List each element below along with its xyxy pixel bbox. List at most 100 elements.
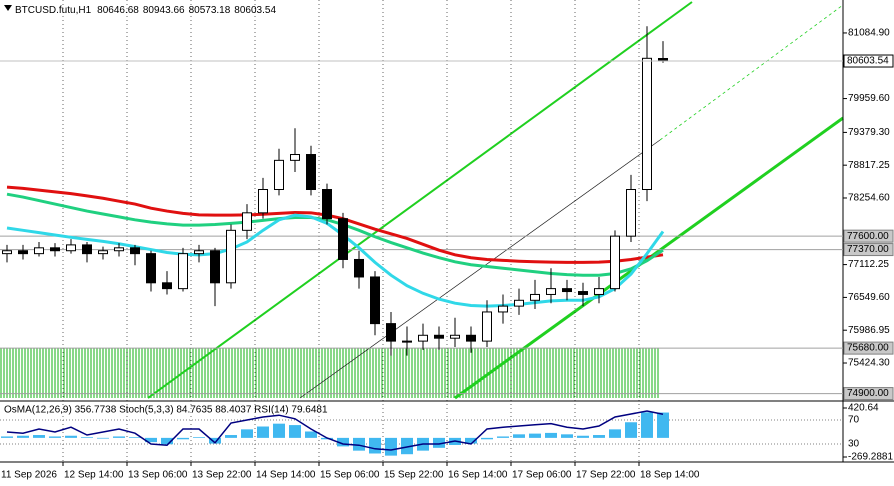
y-tick-label: 75986.95	[848, 325, 890, 336]
candle-body	[562, 288, 572, 293]
y-tick-label: 76549.60	[848, 292, 890, 303]
candle-body	[114, 247, 124, 252]
candle-body	[226, 229, 236, 284]
candle-body	[370, 276, 380, 325]
level-box	[843, 341, 894, 355]
y-tick-label: 79959.60	[848, 93, 890, 104]
candle-body	[82, 244, 92, 255]
candle-body	[530, 293, 540, 301]
menu-icon[interactable]	[4, 5, 12, 11]
channel-mid	[299, 139, 661, 399]
osma-bar	[561, 434, 573, 438]
y-tick-label: 75424.30	[848, 358, 890, 369]
channel-mid-ext	[659, 4, 844, 141]
moving-average	[6, 185, 664, 264]
x-tick-label: 13 Sep 22:00	[192, 470, 252, 481]
y-tick-label: 78817.25	[848, 160, 890, 171]
candle-body	[610, 235, 620, 290]
osma-bar	[545, 432, 557, 438]
candle-body	[322, 189, 332, 220]
osma-bar	[113, 436, 125, 438]
candle-body	[418, 334, 428, 342]
header-open: 80646.68	[97, 5, 139, 16]
header-close: 80603.54	[234, 5, 276, 16]
level-label: 74900.00	[847, 388, 889, 399]
level-label: 75680.00	[847, 343, 889, 354]
candle-body	[546, 288, 556, 295]
y-tick-label: 78254.60	[848, 193, 890, 204]
candle-body	[194, 250, 204, 255]
osma-bar	[129, 437, 141, 438]
x-tick-label: 18 Sep 14:00	[640, 470, 700, 481]
osma-bar	[369, 437, 381, 454]
price-box	[843, 54, 894, 68]
osma-bar	[241, 429, 253, 438]
osma-bar	[177, 437, 189, 440]
header-low: 80573.18	[189, 5, 231, 16]
osma-bar	[657, 412, 669, 438]
osma-bar	[593, 435, 605, 438]
candle-body	[450, 334, 460, 339]
candle-body	[434, 334, 444, 339]
rsi-line	[6, 410, 664, 451]
osma-bar	[33, 435, 45, 438]
osma-bar	[209, 437, 221, 444]
candle-body	[98, 250, 108, 255]
osma-bar	[433, 437, 445, 448]
current-price-label: 80603.54	[847, 56, 889, 67]
channel-upper	[147, 1, 693, 399]
x-tick-label: 17 Sep 22:00	[576, 470, 636, 481]
candle-body	[626, 189, 636, 237]
candle-body	[642, 57, 652, 191]
level-box	[843, 387, 894, 401]
osma-bar	[17, 435, 29, 438]
candle-body	[178, 253, 188, 290]
level-box	[843, 229, 894, 243]
osma-bar	[97, 437, 109, 439]
osma-bar	[401, 437, 413, 455]
y-tick-label: 81084.90	[848, 28, 890, 39]
osma-bar	[289, 425, 301, 438]
candle-body	[2, 250, 12, 255]
osma-bar	[625, 422, 637, 438]
candle-body	[130, 247, 140, 255]
volume-bars	[0, 348, 659, 398]
candle-body	[306, 154, 316, 191]
y-tick-label: 77112.25	[848, 259, 889, 270]
moving-average	[6, 213, 665, 308]
candle-body	[162, 282, 172, 290]
candle-body	[338, 218, 348, 260]
osma-bar	[193, 437, 205, 438]
osma-tick-label: 420.64	[848, 403, 879, 414]
osma-bar	[529, 433, 541, 438]
candle-body	[66, 244, 76, 252]
level-box	[843, 243, 894, 257]
osma-bar	[49, 436, 61, 438]
candle-body	[514, 299, 524, 307]
candle-body	[146, 253, 156, 284]
candle-body	[18, 250, 28, 255]
osma-bar	[481, 437, 493, 440]
x-tick-label: 15 Sep 22:00	[384, 470, 444, 481]
osma-bar	[1, 436, 13, 438]
candle-body	[242, 212, 252, 231]
x-tick-label: 12 Sep 14:00	[64, 470, 124, 481]
candle-body	[290, 154, 300, 161]
rsi-tick-label: 30	[848, 439, 860, 450]
osma-bar	[337, 437, 349, 447]
osma-bar	[497, 436, 509, 438]
x-tick-label: 14 Sep 14:00	[256, 470, 316, 481]
candle-body	[258, 189, 268, 214]
osma-bar	[609, 429, 621, 438]
osma-bar	[577, 435, 589, 438]
osma-bar	[145, 437, 157, 443]
y-tick-label: 79379.30	[848, 127, 890, 138]
rsi-tick-label: 70	[848, 415, 860, 426]
moving-average	[6, 192, 664, 277]
osma-bar	[305, 431, 317, 438]
osma-bar	[385, 437, 397, 456]
indicator-title: OsMA(12,26,9) 356.7738 Stoch(5,3,3) 84.7…	[4, 405, 328, 416]
candle-body	[354, 258, 364, 278]
osma-bar	[81, 437, 93, 438]
